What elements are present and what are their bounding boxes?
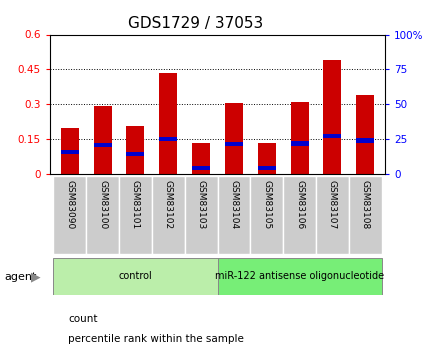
Text: control: control: [118, 272, 152, 281]
Bar: [355, 138, 373, 142]
Text: GSM83102: GSM83102: [163, 180, 172, 229]
Bar: [86, 176, 119, 254]
Text: ▶: ▶: [31, 270, 41, 283]
Bar: [290, 102, 308, 174]
Bar: [348, 176, 381, 254]
Text: GSM83101: GSM83101: [131, 180, 140, 229]
Bar: [159, 73, 177, 174]
Bar: [322, 60, 341, 174]
Bar: [93, 106, 112, 174]
Bar: [224, 103, 243, 174]
Bar: [61, 150, 79, 154]
Bar: [119, 176, 151, 254]
Bar: [224, 142, 243, 146]
Text: GDS1729 / 37053: GDS1729 / 37053: [128, 16, 263, 30]
Text: GSM83100: GSM83100: [98, 180, 107, 229]
Bar: [126, 127, 144, 174]
Bar: [53, 258, 217, 295]
Text: GSM83106: GSM83106: [294, 180, 303, 229]
Text: GSM83104: GSM83104: [229, 180, 238, 229]
Bar: [191, 143, 210, 174]
Bar: [191, 166, 210, 170]
Bar: [61, 128, 79, 174]
Bar: [159, 137, 177, 141]
Bar: [217, 176, 250, 254]
Bar: [290, 141, 308, 146]
Bar: [322, 134, 341, 138]
Bar: [250, 176, 283, 254]
Text: GSM83105: GSM83105: [262, 180, 271, 229]
Bar: [283, 176, 315, 254]
Text: percentile rank within the sample: percentile rank within the sample: [68, 335, 243, 344]
Bar: [257, 166, 275, 170]
Bar: [184, 176, 217, 254]
Bar: [355, 95, 373, 174]
Text: agent: agent: [4, 272, 36, 282]
Bar: [53, 176, 86, 254]
Bar: [315, 176, 348, 254]
Bar: [126, 152, 144, 156]
Bar: [257, 143, 275, 174]
Bar: [217, 258, 381, 295]
Text: GSM83107: GSM83107: [327, 180, 336, 229]
Text: GSM83090: GSM83090: [65, 180, 74, 229]
Bar: [151, 176, 184, 254]
Text: GSM83108: GSM83108: [360, 180, 369, 229]
Text: miR-122 antisense oligonucleotide: miR-122 antisense oligonucleotide: [214, 272, 383, 281]
Bar: [93, 143, 112, 147]
Text: count: count: [68, 315, 98, 324]
Text: GSM83103: GSM83103: [196, 180, 205, 229]
